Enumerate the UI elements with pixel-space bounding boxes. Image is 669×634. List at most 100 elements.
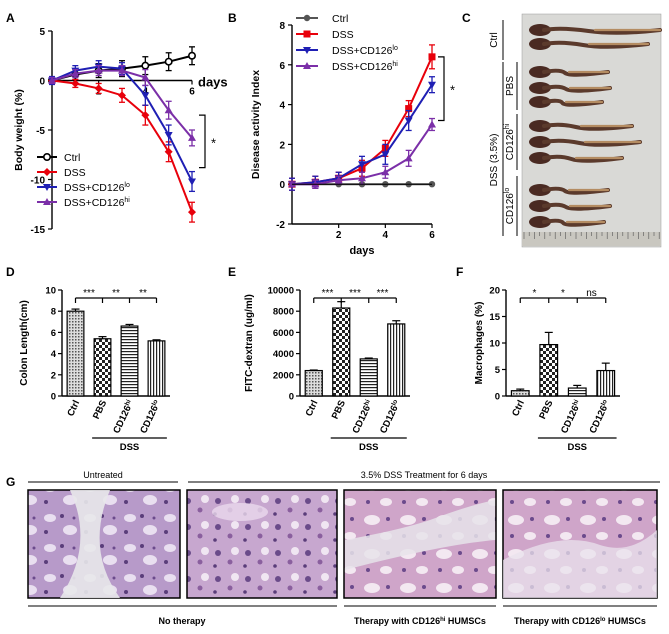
colon-cecum bbox=[529, 120, 551, 132]
label-lo-c-main: CD126 bbox=[505, 193, 516, 225]
colon-tissue bbox=[542, 154, 624, 163]
legend-label-text: DSS bbox=[332, 29, 354, 41]
panel-letter-g: G bbox=[6, 475, 15, 489]
category-label-e-1: PBS bbox=[330, 399, 348, 421]
legend-marker-a bbox=[42, 153, 51, 162]
category-label-d-1: PBS bbox=[91, 399, 109, 421]
significance-mark-f-2: ns bbox=[586, 288, 597, 299]
y-tick-label-a: -5 bbox=[36, 126, 45, 137]
label-dss-c: DSS (3.5%) bbox=[489, 134, 500, 187]
colon-cecum bbox=[529, 38, 551, 50]
data-point-a-0 bbox=[141, 61, 150, 70]
group-label-f: DSS bbox=[567, 442, 587, 453]
x-tick-label-b: 4 bbox=[383, 230, 389, 241]
data-point-b-3 bbox=[358, 174, 366, 182]
y-tick-label-e: 2000 bbox=[273, 370, 294, 381]
data-point-a-3 bbox=[141, 73, 150, 81]
data-point-a-3 bbox=[94, 66, 103, 74]
category-label-text: Ctrl bbox=[304, 399, 321, 418]
bar-e-2 bbox=[359, 358, 378, 397]
data-point-b-1 bbox=[405, 105, 413, 113]
legend-marker-a bbox=[43, 168, 51, 176]
data-point-a-1 bbox=[118, 91, 126, 100]
label-therapy-hi: Therapy with CD126hi HUMSCs bbox=[354, 616, 486, 626]
legend-marker-b bbox=[303, 14, 311, 22]
category-label-text: Ctrl bbox=[510, 399, 527, 418]
category-label-f-2: CD126hi bbox=[559, 398, 584, 435]
colon-tissue bbox=[542, 138, 642, 147]
chart-e: 0 2000 4000 6000 8000 10000 FITC-dextran (ug/m… bbox=[244, 286, 410, 453]
category-label-d-0: Ctrl bbox=[65, 399, 82, 418]
legend-marker-a bbox=[43, 198, 51, 205]
histology-no-therapy-a bbox=[186, 489, 338, 599]
label-therapy-lo-sup: lo bbox=[600, 617, 606, 623]
data-point-a-3 bbox=[48, 76, 56, 84]
bar-d-2 bbox=[120, 325, 139, 397]
category-label-text: PBS bbox=[91, 399, 109, 421]
label-hi-c-sup: hi bbox=[504, 123, 511, 129]
legend-label-text: DSS+CD126 bbox=[64, 197, 125, 209]
y-axis-label-e: FITC-dextran (ug/ml) bbox=[244, 294, 255, 392]
legend-label-a: DSS bbox=[64, 167, 86, 179]
legend-label-b: DSS+CD126lo bbox=[332, 45, 398, 57]
y-tick-label-d: 2 bbox=[51, 370, 56, 381]
category-label-e-3: CD126lo bbox=[378, 399, 403, 436]
legend-marker-b bbox=[303, 47, 311, 54]
legend-label-sup: lo bbox=[392, 45, 398, 52]
y-tick-label-f: 10 bbox=[489, 339, 500, 350]
data-point-a-1 bbox=[141, 111, 150, 120]
label-no-therapy: No therapy bbox=[158, 616, 205, 626]
label-therapy-lo: Therapy with CD126lo HUMSCs bbox=[514, 616, 646, 626]
category-label-f-1: PBS bbox=[537, 399, 555, 421]
category-label-text: CD126 bbox=[588, 404, 610, 435]
bar-d-0 bbox=[66, 310, 85, 397]
bar-f-2 bbox=[567, 387, 587, 397]
significance-bracket-a bbox=[199, 114, 206, 169]
y-axis-label-f: Macrophages (%) bbox=[474, 302, 485, 385]
bar-d-1 bbox=[93, 338, 112, 397]
data-point-a-1 bbox=[188, 208, 196, 217]
label-therapy-hi-post: HUMSCs bbox=[445, 616, 486, 626]
colon-cecum bbox=[529, 24, 551, 36]
bar-e-0 bbox=[304, 369, 323, 397]
y-axis-label-a: Body weight (%) bbox=[13, 89, 25, 171]
label-therapy-hi-sup: hi bbox=[440, 617, 446, 623]
y-tick-label-b: 0 bbox=[279, 180, 285, 191]
label-pbs-c: PBS bbox=[505, 76, 516, 96]
data-point-a-3 bbox=[188, 133, 196, 141]
colon-tissue bbox=[542, 68, 610, 77]
colon-tissue bbox=[542, 186, 610, 195]
y-tick-label-f: 20 bbox=[489, 286, 500, 297]
significance-mark-d-1: ** bbox=[112, 288, 120, 299]
bar-f-3 bbox=[596, 369, 616, 397]
y-tick-label-a: 5 bbox=[39, 27, 45, 38]
legend-label-a: DSS+CD126lo bbox=[64, 182, 130, 194]
colon-tissue bbox=[542, 98, 604, 107]
histology-lumen-3 bbox=[345, 500, 495, 570]
colon-cecum bbox=[529, 82, 551, 94]
legend-label-text: DSS+CD126 bbox=[332, 61, 393, 73]
label-therapy-lo-post: HUMSCs bbox=[605, 616, 646, 626]
panel-letter-f: F bbox=[456, 265, 463, 279]
category-label-f-3: CD126lo bbox=[588, 399, 613, 436]
y-axis-label-b: Disease activity Index bbox=[250, 70, 262, 179]
data-point-a-2 bbox=[141, 92, 150, 100]
legend-label-b: Ctrl bbox=[332, 13, 348, 25]
legend-marker-b bbox=[303, 62, 311, 69]
colon-cecum bbox=[529, 96, 551, 108]
colon-photo-panel: Ctrl DSS (3.5%) PBS CD126hi CD126lo bbox=[489, 13, 662, 248]
data-point-b-3 bbox=[381, 168, 390, 176]
y-tick-label-f: 0 bbox=[495, 392, 500, 403]
bar-f-0 bbox=[510, 390, 530, 397]
y-tick-label-d: 8 bbox=[51, 307, 56, 318]
data-point-b-3 bbox=[404, 154, 413, 162]
label-lo-c: CD126lo bbox=[504, 188, 516, 225]
colon-specimens bbox=[523, 24, 662, 239]
data-point-a-3 bbox=[71, 69, 80, 77]
data-point-a-2 bbox=[188, 178, 196, 186]
panel-letter-e: E bbox=[228, 265, 236, 279]
legend-label-b: DSS bbox=[332, 29, 354, 41]
y-axis-label-d: Colon Length(cm) bbox=[19, 300, 30, 386]
y-tick-label-d: 0 bbox=[51, 392, 56, 403]
